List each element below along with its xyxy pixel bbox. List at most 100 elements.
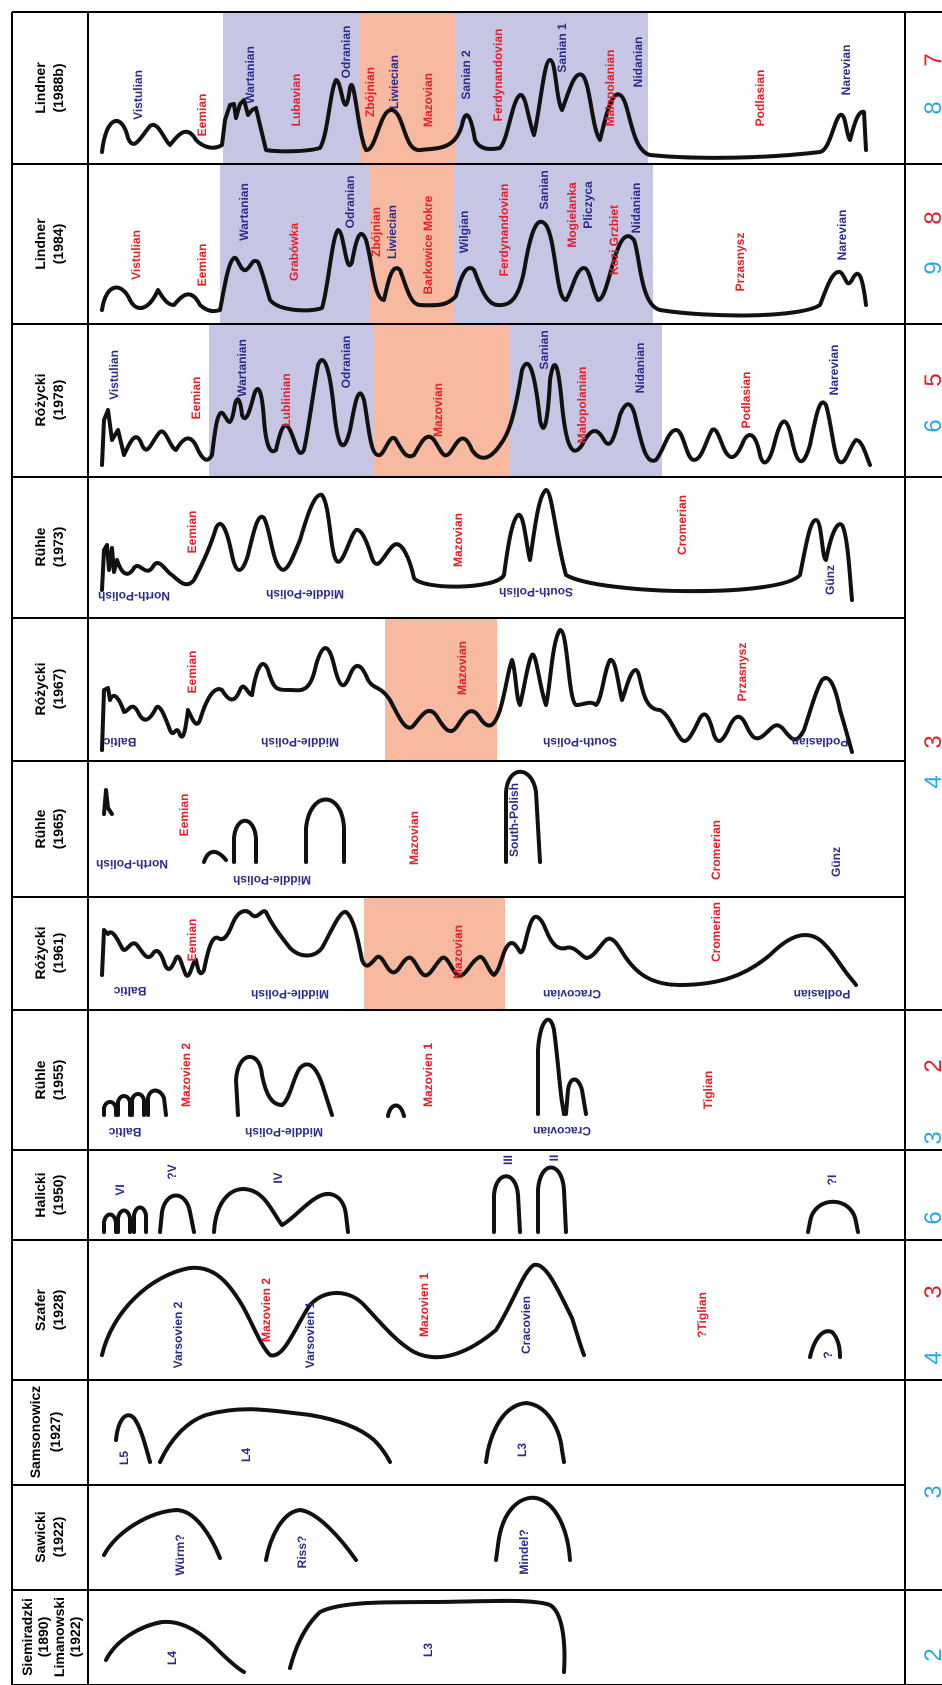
- stage-label: Mazovien 1: [417, 1273, 431, 1337]
- stage-label: South-Polish: [543, 735, 617, 749]
- stage-label: Eemian: [185, 511, 199, 554]
- stage-label: Baltic: [103, 735, 136, 749]
- author-label: Rühle: [32, 809, 48, 848]
- author-label: Różycki: [32, 663, 48, 716]
- climate-curve: [492, 1174, 522, 1234]
- stage-label: Eemian: [195, 94, 209, 137]
- stage-label: Mazovian: [455, 641, 469, 695]
- stage-label: Wartanian: [237, 183, 251, 241]
- stage-label: Günz: [823, 565, 837, 595]
- stage-label: Narevian: [839, 45, 853, 96]
- stage-label: Nidanian: [633, 343, 647, 394]
- climate-curve: [494, 1495, 572, 1562]
- stage-label: Mazovien 2: [179, 1043, 193, 1107]
- stage-label: Baltic: [113, 984, 146, 998]
- year-label: (1922): [50, 1517, 66, 1557]
- stage-label: Mindel?: [517, 1529, 531, 1574]
- climate-curve: [102, 1193, 196, 1234]
- stage-label: Eemian: [195, 244, 209, 287]
- stage-label: L5: [117, 1451, 131, 1465]
- stage-label: Nidanian: [631, 37, 645, 88]
- stage-label: Pliczyca: [581, 181, 595, 229]
- stage-label: Ferdynandovian: [491, 29, 505, 122]
- number-label: 8: [920, 101, 942, 114]
- stage-label: Tiglian: [701, 1071, 715, 1109]
- stage-label: II: [547, 1155, 561, 1162]
- band-interglacial: [385, 618, 497, 761]
- year-label: (1922): [67, 1617, 83, 1657]
- climate-curve: [484, 1401, 566, 1464]
- climate-curve: [100, 58, 868, 160]
- band-glacial: [456, 12, 648, 164]
- stage-label: Przasnysz: [735, 643, 749, 702]
- climate-curve: [104, 1619, 246, 1674]
- curves: [100, 58, 872, 1674]
- stage-label: Odranian: [343, 176, 357, 229]
- author-label: Różycki: [32, 374, 48, 427]
- stage-label: Cromerian: [709, 820, 723, 880]
- climate-curve: [808, 1329, 842, 1359]
- shaded-bands: [209, 12, 662, 1010]
- stage-label: Ferdynandovian: [497, 184, 511, 277]
- number-label: 9: [920, 261, 942, 274]
- stage-label: Grabówka: [287, 223, 301, 281]
- year-label: (1965): [50, 809, 66, 849]
- stage-label: Vistulian: [107, 350, 121, 400]
- number-label: 6: [920, 419, 942, 432]
- author-label: Sawicki: [32, 1511, 48, 1562]
- stage-label: Narevian: [827, 345, 841, 396]
- stage-label: Podlasian: [792, 735, 849, 749]
- climate-curve: [102, 788, 114, 816]
- stage-label: L4: [239, 1448, 253, 1462]
- stage-label: VI: [113, 1184, 127, 1195]
- climate-curve: [158, 1407, 392, 1464]
- climate-curve: [288, 1598, 567, 1674]
- stage-label: Podlasian: [753, 70, 767, 127]
- climate-curve: [212, 1187, 350, 1234]
- stage-label: Cromerian: [709, 902, 723, 962]
- climate-curve: [102, 1508, 222, 1560]
- stage-label: Eemian: [185, 919, 199, 962]
- labels: Vistulian Eemian Wartanian Lubavian Odra…: [96, 23, 853, 1665]
- number-label: 3: [920, 1131, 942, 1144]
- stage-label: Eemian: [177, 794, 191, 837]
- year-label: (1978): [50, 380, 66, 420]
- stage-label: ?I: [825, 1175, 839, 1186]
- stage-label: Würm?: [173, 1534, 187, 1575]
- year-label: (1950): [50, 1175, 66, 1215]
- stage-label: Podlasian: [794, 987, 851, 1001]
- climate-curve: [100, 358, 872, 467]
- author-label: Siemiradzki: [19, 1598, 35, 1676]
- stage-label: South-Polish: [507, 783, 521, 857]
- right-numbers: 8 7 9 8 6 5 4 3 3 2 6 4 3 3 2: [920, 53, 942, 1661]
- stage-label: Mazovian: [407, 811, 421, 865]
- stage-label: Vistulian: [129, 230, 143, 280]
- author-label: Samsonowicz: [27, 1386, 43, 1479]
- climate-curve: [504, 770, 542, 864]
- stage-label: Wartanian: [235, 339, 249, 397]
- stage-label: Barkowice Mokre: [421, 195, 435, 294]
- stage-label: Varsovien 1: [303, 1301, 317, 1368]
- stage-label: Mazovian: [421, 73, 435, 127]
- stage-label: Przasnysz: [733, 233, 747, 292]
- author-label: Limanowski: [51, 1597, 67, 1677]
- year-label: (1927): [47, 1412, 63, 1452]
- stage-label: South-Polish: [499, 585, 573, 599]
- stage-label: ?: [821, 1351, 835, 1358]
- author-label: Różycki: [32, 927, 48, 980]
- stage-label: Mogielanka: [565, 182, 579, 248]
- author-label: Rühle: [32, 1060, 48, 1099]
- stage-label: ?V: [165, 1164, 179, 1179]
- number-label: 5: [920, 373, 942, 386]
- climate-curve: [536, 1165, 568, 1234]
- stage-label: Wartanian: [243, 46, 257, 104]
- stage-label: Kozi Grzbiet: [607, 205, 621, 275]
- climate-curve: [100, 219, 868, 318]
- climate-curve: [536, 1017, 588, 1116]
- stage-label: L3: [421, 1643, 435, 1657]
- stage-label: Nidanian: [629, 183, 643, 234]
- stage-label: Mazovien 1: [421, 1043, 435, 1107]
- stage-label: Mazovian: [431, 383, 445, 437]
- stage-label: L3: [515, 1443, 529, 1457]
